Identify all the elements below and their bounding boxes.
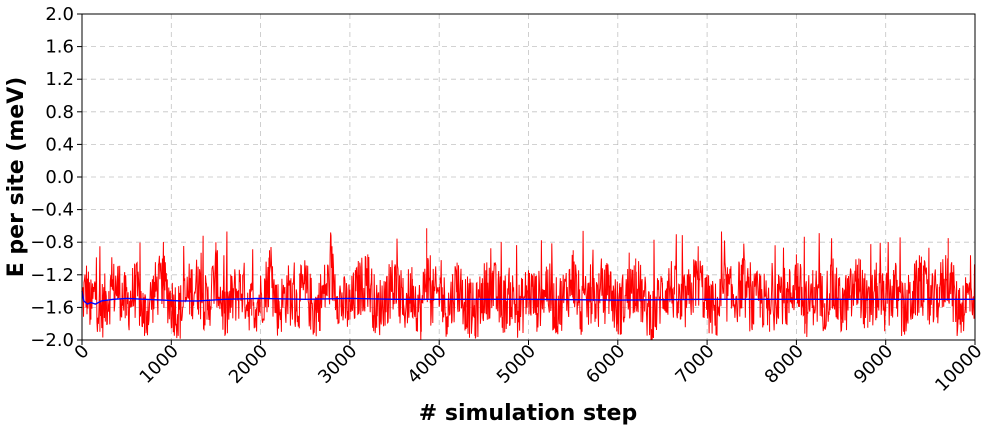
y-tick-label: 0.4 [45,134,74,155]
y-tick-label: −0.8 [30,232,74,253]
y-tick-label: 0.8 [45,102,74,123]
x-tick-label: 1000 [136,341,183,388]
x-tick-label: 7000 [671,341,718,388]
series-line-raw [81,228,976,341]
y-tick-label: −2.0 [30,330,74,351]
y-tick-label: −1.2 [30,265,74,286]
x-tick-label: 5000 [493,341,540,388]
y-tick-label: −0.4 [30,200,74,221]
x-tick-label: 8000 [761,341,808,388]
y-tick-label: 0.0 [45,167,74,188]
x-axis-title: # simulation step [419,401,637,426]
y-tick-label: −1.6 [30,297,74,318]
axis-ticks: 2.0 1.6 1.2 0.8 0.4 0.0 −0.4 −0.8 −1.2 −1.6 −2.00 1… [30,4,986,396]
x-tick-label: 6000 [582,341,629,388]
x-tick-label: 3000 [314,341,361,388]
series-line-average [81,290,975,305]
y-tick-label: 1.6 [45,37,74,58]
x-tick-label: 0 [71,341,94,364]
x-tick-label: 10000 [931,341,986,396]
x-tick-label: 9000 [850,341,897,388]
series-lines [81,228,976,341]
y-axis-title: E per site (meV) [4,77,29,278]
x-tick-label: 2000 [225,341,272,388]
y-tick-label: 1.2 [45,69,74,90]
y-tick-label: 2.0 [45,4,74,25]
x-tick-label: 4000 [403,341,450,388]
